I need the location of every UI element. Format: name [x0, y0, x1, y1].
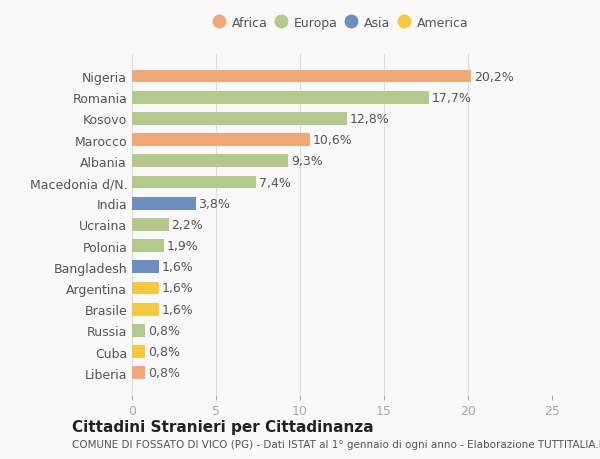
Text: 0,8%: 0,8%	[148, 366, 180, 380]
Legend: Africa, Europa, Asia, America: Africa, Europa, Asia, America	[215, 17, 469, 30]
Bar	[132, 155, 288, 168]
Text: 12,8%: 12,8%	[350, 112, 389, 126]
Text: 1,6%: 1,6%	[161, 261, 193, 274]
Bar	[132, 92, 430, 104]
Text: 17,7%: 17,7%	[432, 91, 472, 105]
Text: 20,2%: 20,2%	[474, 70, 514, 84]
Text: 1,6%: 1,6%	[161, 282, 193, 295]
Text: 1,9%: 1,9%	[166, 240, 198, 252]
Text: 9,3%: 9,3%	[291, 155, 323, 168]
Bar	[132, 261, 159, 274]
Text: 2,2%: 2,2%	[172, 218, 203, 231]
Text: 7,4%: 7,4%	[259, 176, 291, 189]
Bar	[132, 346, 145, 358]
Text: 3,8%: 3,8%	[199, 197, 230, 210]
Bar	[132, 325, 145, 337]
Bar	[132, 282, 159, 295]
Text: 0,8%: 0,8%	[148, 345, 180, 358]
Text: Cittadini Stranieri per Cittadinanza: Cittadini Stranieri per Cittadinanza	[72, 420, 374, 435]
Bar	[132, 240, 164, 252]
Bar	[132, 367, 145, 379]
Bar	[132, 218, 169, 231]
Text: 0,8%: 0,8%	[148, 324, 180, 337]
Bar	[132, 134, 310, 147]
Text: 1,6%: 1,6%	[161, 303, 193, 316]
Bar	[132, 113, 347, 125]
Bar	[132, 303, 159, 316]
Bar	[132, 176, 256, 189]
Text: 10,6%: 10,6%	[313, 134, 352, 147]
Bar	[132, 197, 196, 210]
Bar	[132, 71, 472, 83]
Text: COMUNE DI FOSSATO DI VICO (PG) - Dati ISTAT al 1° gennaio di ogni anno - Elabora: COMUNE DI FOSSATO DI VICO (PG) - Dati IS…	[72, 440, 600, 449]
